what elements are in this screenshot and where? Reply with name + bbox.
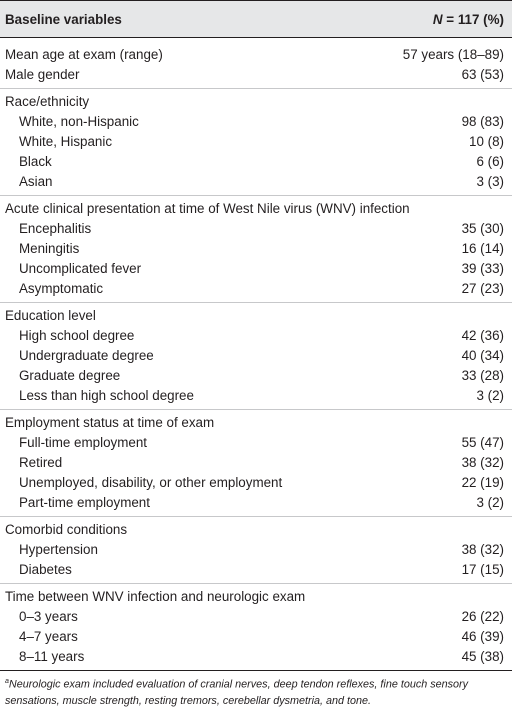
row-label: Uncomplicated fever <box>19 261 142 276</box>
row-label: 4–7 years <box>19 629 78 644</box>
row-label: Mean age at exam (range) <box>5 47 163 62</box>
table-row: Comorbid conditions <box>0 520 512 540</box>
row-value: 45 (38) <box>461 649 504 664</box>
row-value: 40 (34) <box>461 348 504 363</box>
table-row: Mean age at exam (range) 57 years (18–89) <box>0 45 512 65</box>
row-value: 3 (2) <box>476 495 504 510</box>
table-section: Time between WNV infection and neurologi… <box>0 584 512 670</box>
table-header: Baseline variables N = 117 (%) <box>0 0 512 38</box>
row-value: 16 (14) <box>461 241 504 256</box>
table-row: Male gender 63 (53) <box>0 65 512 85</box>
table-section: Education level High school degree 42 (36)… <box>0 303 512 410</box>
row-label: White, Hispanic <box>19 134 113 149</box>
row-value: 3 (3) <box>476 174 504 189</box>
table-row: Education level <box>0 306 512 326</box>
row-label: Retired <box>19 455 63 470</box>
table-row-sub: White, non-Hispanic 98 (83) <box>0 112 512 132</box>
row-label: Comorbid conditions <box>5 522 128 537</box>
table-footnote: aNeurologic exam included evaluation of … <box>0 671 512 709</box>
footnote-text: Neurologic exam included evaluation of c… <box>5 678 469 707</box>
row-label: Encephalitis <box>19 221 92 236</box>
row-label: Asymptomatic <box>19 281 104 296</box>
table-section: Mean age at exam (range) 57 years (18–89)… <box>0 43 512 89</box>
footnote-marker: a <box>5 678 9 685</box>
row-value: 39 (33) <box>461 261 504 276</box>
table-row-sub: Graduate degree 33 (28) <box>0 366 512 386</box>
row-label: Diabetes <box>19 562 72 577</box>
table-row: Time between WNV infection and neurologi… <box>0 587 512 607</box>
row-label: Time between WNV infection and neurologi… <box>5 589 306 604</box>
row-label: White, non-Hispanic <box>19 114 139 129</box>
table-row-sub: Hypertension 38 (32) <box>0 540 512 560</box>
table-row-sub: Full-time employment 55 (47) <box>0 433 512 453</box>
row-label: 0–3 years <box>19 609 78 624</box>
row-label: Black <box>19 154 52 169</box>
row-value: 57 years (18–89) <box>402 47 504 62</box>
row-value: 98 (83) <box>461 114 504 129</box>
row-label: Education level <box>5 308 96 323</box>
row-value: 63 (53) <box>461 67 504 82</box>
row-value: 22 (19) <box>461 475 504 490</box>
row-label: Graduate degree <box>19 368 121 383</box>
row-label: Acute clinical presentation at time of W… <box>5 201 410 216</box>
row-label: Meningitis <box>19 241 80 256</box>
table-section: Comorbid conditions Hypertension 38 (32) Di… <box>0 517 512 584</box>
row-value: 55 (47) <box>461 435 504 450</box>
row-value: 3 (2) <box>476 388 504 403</box>
row-label: Race/ethnicity <box>5 94 90 109</box>
table-row-sub: Part-time employment 3 (2) <box>0 493 512 513</box>
row-label: Unemployed, disability, or other employm… <box>19 475 283 490</box>
table-row-sub: Unemployed, disability, or other employm… <box>0 473 512 493</box>
table-row-sub: High school degree 42 (36) <box>0 326 512 346</box>
row-label: Part-time employment <box>19 495 150 510</box>
table-row-sub: Retired 38 (32) <box>0 453 512 473</box>
row-label: 8–11 years <box>19 649 85 664</box>
row-value: 38 (32) <box>461 455 504 470</box>
row-value: 42 (36) <box>461 328 504 343</box>
table-row-sub: White, Hispanic 10 (8) <box>0 132 512 152</box>
row-label: Less than high school degree <box>19 388 194 403</box>
header-n-label: N <box>432 11 443 27</box>
table-row-sub: Encephalitis 35 (30) <box>0 219 512 239</box>
table-row-sub: Asymptomatic 27 (23) <box>0 279 512 299</box>
table-bottom-rule <box>0 670 512 671</box>
table-row: Employment status at time of exam <box>0 413 512 433</box>
table-section: Acute clinical presentation at time of W… <box>0 196 512 303</box>
row-label: Asian <box>19 174 53 189</box>
table-row-sub: Less than high school degree 3 (2) <box>0 386 512 406</box>
row-value: 38 (32) <box>461 542 504 557</box>
row-label: Male gender <box>5 67 80 82</box>
table-row-sub: 4–7 years 46 (39) <box>0 627 512 647</box>
row-label: High school degree <box>19 328 135 343</box>
row-value: 26 (22) <box>461 609 504 624</box>
table-row-sub: 8–11 years 45 (38) <box>0 647 512 667</box>
table-section: Race/ethnicity White, non-Hispanic 98 (83)… <box>0 89 512 196</box>
row-label: Hypertension <box>19 542 98 557</box>
row-value: 46 (39) <box>461 629 504 644</box>
row-value: 27 (23) <box>461 281 504 296</box>
row-label: Undergraduate degree <box>19 348 154 363</box>
table-row: Acute clinical presentation at time of W… <box>0 199 512 219</box>
header-col-variables: Baseline variables <box>5 11 122 27</box>
row-value: 17 (15) <box>461 562 504 577</box>
row-value: 6 (6) <box>476 154 504 169</box>
header-col-n: N = 117 (%) <box>433 12 504 27</box>
table-row-sub: Meningitis 16 (14) <box>0 239 512 259</box>
table-row-sub: Undergraduate degree 40 (34) <box>0 346 512 366</box>
table-row-sub: Diabetes 17 (15) <box>0 560 512 580</box>
table-row-sub: 0–3 years 26 (22) <box>0 607 512 627</box>
table-row-sub: Uncomplicated fever 39 (33) <box>0 259 512 279</box>
row-label: Full-time employment <box>19 435 147 450</box>
table-body: Mean age at exam (range) 57 years (18–89)… <box>0 38 512 670</box>
header-n-rest: = 117 (%) <box>442 11 504 27</box>
table-row-sub: Black 6 (6) <box>0 152 512 172</box>
row-value: 33 (28) <box>461 368 504 383</box>
table-row: Race/ethnicity <box>0 92 512 112</box>
row-label: Employment status at time of exam <box>5 415 215 430</box>
row-value: 35 (30) <box>461 221 504 236</box>
table-row-sub: Asian 3 (3) <box>0 172 512 192</box>
row-value: 10 (8) <box>469 134 504 149</box>
table-section: Employment status at time of exam Full-ti… <box>0 410 512 517</box>
